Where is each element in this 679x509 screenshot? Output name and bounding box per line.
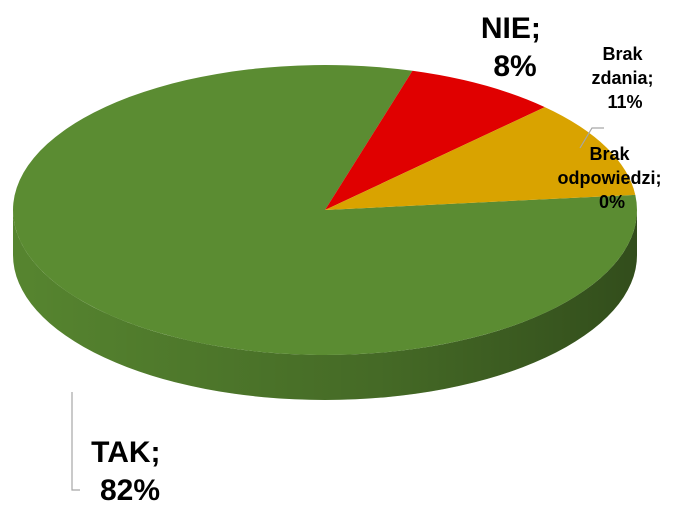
leader-line <box>71 392 80 491</box>
data-label: Brak odpowiedzi; 0% <box>558 144 667 212</box>
pie-side-shade <box>13 210 637 400</box>
data-label: NIE; 8% <box>481 12 549 83</box>
pie-slice <box>325 70 545 210</box>
pie-sides <box>13 210 637 400</box>
pie-slice <box>325 107 636 210</box>
data-label: Brak zdania; 11% <box>591 44 658 112</box>
data-labels: TAK; 82% NIE; 8% Brak zdania; 11% Brak odpo… <box>91 12 666 507</box>
leader-line <box>579 127 604 149</box>
pie-slice <box>13 65 638 355</box>
pie-tops <box>13 65 638 355</box>
data-label: TAK; 82% <box>91 436 169 507</box>
